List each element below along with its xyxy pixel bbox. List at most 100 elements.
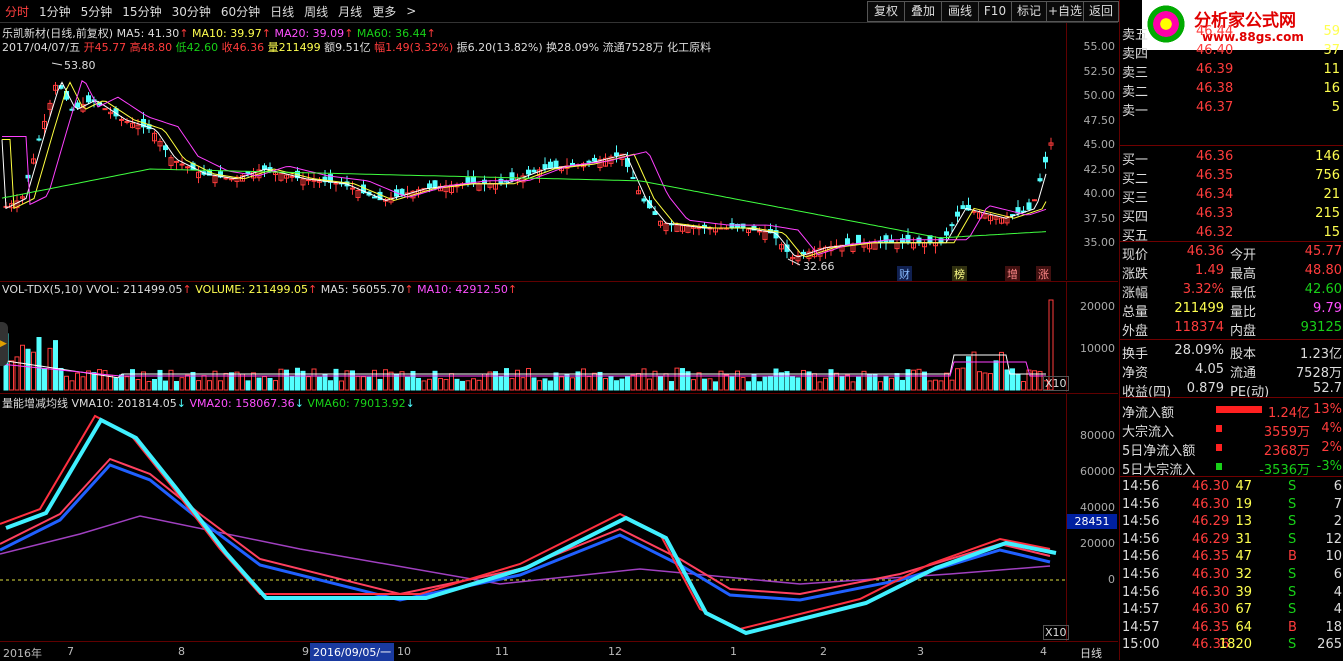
volume-bar <box>465 380 471 391</box>
bid-row[interactable]: 买二 46.35 756 <box>1122 168 1340 187</box>
indicator-panel[interactable]: 量能增减均线 VMA10: 201814.05↓ VMA20: 158067.3… <box>0 394 1069 641</box>
tick-row: 14:56 46.35 47 B 10 <box>1122 549 1342 565</box>
volume-bar <box>223 372 229 391</box>
volume-bar <box>262 376 267 391</box>
ask-row[interactable]: 卖四 46.40 37 <box>1122 43 1340 62</box>
tick-row: 14:56 46.29 13 S 2 <box>1122 514 1342 530</box>
candle-body <box>856 234 861 244</box>
candle-body <box>157 140 163 147</box>
candle-body <box>196 171 201 179</box>
high-marker: 53.80 <box>64 59 96 72</box>
badge-rise[interactable]: 涨 <box>1036 266 1051 282</box>
bid-row[interactable]: 买三 46.34 21 <box>1122 187 1340 206</box>
candle-body <box>174 160 179 163</box>
volume-bar <box>163 380 168 391</box>
volume-bar <box>86 370 91 391</box>
mark-button[interactable]: 标记 <box>1011 1 1047 22</box>
volume-bar <box>597 371 603 391</box>
volume-bar <box>570 377 575 391</box>
period-tab-daily[interactable]: 日线 <box>270 4 295 19</box>
volume-bar <box>735 370 740 391</box>
volume-bar <box>729 376 735 391</box>
volume-bar <box>152 379 157 391</box>
volume-bar <box>20 344 25 391</box>
period-tab-60min[interactable]: 60分钟 <box>220 4 261 19</box>
badge-ranking[interactable]: 榜 <box>952 266 967 282</box>
volume-bar <box>350 370 355 391</box>
volume-bar <box>823 377 828 391</box>
ma60-line <box>1 168 1047 239</box>
adjust-button[interactable]: 复权 <box>867 1 905 22</box>
tick-row: 14:57 46.30 67 S 4 <box>1122 602 1342 618</box>
candle-body <box>124 120 130 123</box>
draw-button[interactable]: 画线 <box>941 1 979 22</box>
bid-row[interactable]: 买四 46.33 215 <box>1122 206 1340 225</box>
vol-unit: X10 <box>1043 376 1069 391</box>
stat-row: 涨跌 1.49 最高 48.80 <box>1122 263 1342 282</box>
more-arrow-icon[interactable]: > <box>406 4 417 18</box>
candle-body <box>663 223 669 232</box>
candle-body <box>119 118 124 121</box>
candle-body <box>916 237 922 244</box>
volume-bar <box>977 371 982 391</box>
volume-bar <box>339 380 344 391</box>
add-watchlist-button[interactable]: +自选 <box>1046 1 1084 22</box>
volume-panel[interactable]: VOL-TDX(5,10) VVOL: 211499.05↑ VOLUME: 2… <box>1 282 1069 392</box>
volume-bar <box>289 376 295 391</box>
volume-bar <box>432 370 438 391</box>
period-tab-intraday[interactable]: 分时 <box>5 4 30 19</box>
volume-bar <box>982 372 988 391</box>
volume-bar <box>630 374 636 391</box>
candle-body <box>168 157 174 166</box>
back-button[interactable]: 返回 <box>1083 1 1119 22</box>
badge-finance[interactable]: 财 <box>897 266 912 282</box>
low-marker: 32.66 <box>803 260 835 273</box>
candle-body <box>152 132 157 142</box>
volume-bar <box>883 375 889 391</box>
candle-body <box>746 228 751 234</box>
price-chart-panel[interactable]: 乐凯新材(日线,前复权) MA5: 41.30↑ MA10: 39.97↑ MA… <box>0 23 1067 282</box>
candle-body <box>234 176 240 182</box>
vma10-line <box>0 414 1051 631</box>
volume-bar <box>795 377 801 391</box>
volume-bar <box>575 371 581 391</box>
candle-body <box>256 169 262 179</box>
candle-body <box>317 180 322 183</box>
ask-row[interactable]: 卖一 46.37 5 <box>1122 100 1340 119</box>
period-tab-weekly[interactable]: 周线 <box>304 4 329 19</box>
period-tab-monthly[interactable]: 月线 <box>338 4 363 19</box>
candle-body <box>69 108 75 111</box>
volume-bar <box>64 375 69 391</box>
volume-bar <box>190 371 196 391</box>
volume-bar <box>300 370 306 391</box>
volume-axis: 20000 10000 <box>1080 300 1115 355</box>
overlay-button[interactable]: 叠加 <box>904 1 942 22</box>
f10-button[interactable]: F10 <box>978 1 1012 22</box>
volume-bar <box>438 378 443 391</box>
candle-body <box>927 235 933 244</box>
ask-row[interactable]: 卖三 46.39 11 <box>1122 62 1340 81</box>
bid-row[interactable]: 买一 46.36 146 <box>1122 149 1340 168</box>
volume-bar <box>856 376 861 391</box>
candle-body <box>614 152 619 157</box>
volume-bar <box>256 377 262 391</box>
volume-bar <box>669 381 674 391</box>
volume-bar <box>801 369 806 391</box>
volume-bar <box>119 374 124 391</box>
candle-body <box>801 251 806 255</box>
ask-row[interactable]: 卖二 46.38 16 <box>1122 81 1340 100</box>
badge-increase[interactable]: 增 <box>1005 266 1020 282</box>
volume-bar <box>861 370 867 391</box>
period-tab-5min[interactable]: 5分钟 <box>80 4 113 19</box>
bid-row[interactable]: 买五 46.32 15 <box>1122 225 1340 244</box>
period-tab-30min[interactable]: 30分钟 <box>171 4 211 19</box>
bar-info: 2017/04/07/五 开45.77 高48.80 低42.60 收46.36… <box>2 41 712 54</box>
candle-body <box>372 196 377 199</box>
period-tab-15min[interactable]: 15分钟 <box>122 4 162 19</box>
period-tab-more[interactable]: 更多 <box>372 4 397 19</box>
collapse-handle-icon[interactable]: ▶ <box>0 322 8 366</box>
ask-row[interactable]: 卖五 46.44 59 <box>1122 24 1340 43</box>
candle-body <box>245 171 251 175</box>
volume-bar <box>157 369 163 391</box>
period-tab-1min[interactable]: 1分钟 <box>39 4 71 19</box>
